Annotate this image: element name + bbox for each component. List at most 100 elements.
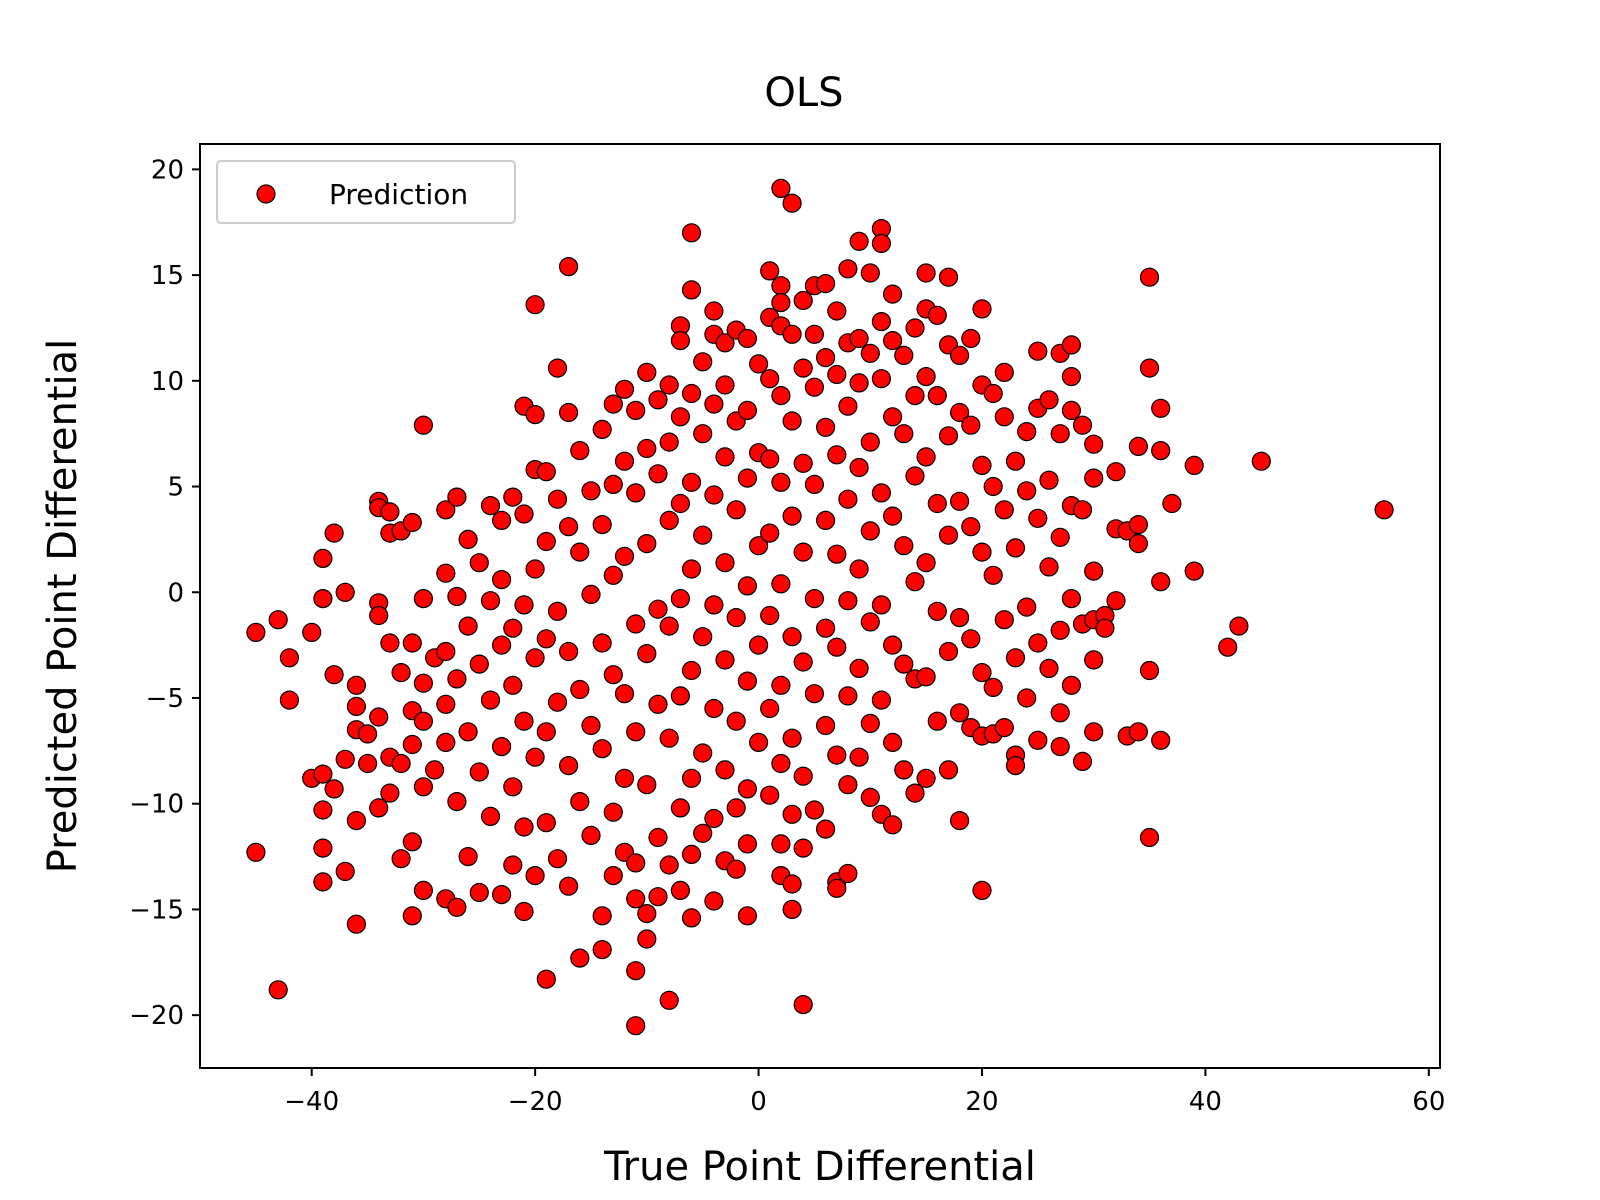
scatter-point — [547, 489, 568, 509]
x-tick-label: 40 — [1189, 1087, 1222, 1117]
scatter-point — [771, 178, 791, 198]
scatter-point — [592, 739, 612, 759]
scatter-point — [626, 722, 646, 742]
scatter-point — [916, 553, 936, 573]
scatter-point — [503, 777, 523, 797]
scatter-point — [614, 684, 635, 704]
scatter-point — [1139, 267, 1160, 287]
scatter-point — [358, 724, 378, 744]
scatter-point — [972, 880, 992, 901]
scatter-point — [413, 777, 433, 797]
scatter-point — [1028, 730, 1048, 750]
scatter-point — [838, 489, 858, 509]
scatter-point — [1039, 557, 1059, 577]
scatter-point — [871, 595, 892, 615]
scatter-point — [492, 884, 512, 905]
scatter-point — [1106, 591, 1126, 611]
scatter-point — [838, 686, 858, 706]
scatter-point — [279, 648, 299, 668]
scatter-point — [726, 798, 746, 818]
scatter-point — [782, 627, 802, 647]
x-tick-label: 60 — [1412, 1087, 1445, 1117]
scatter-point — [581, 825, 601, 846]
y-tick-label: −15 — [129, 895, 184, 925]
scatter-point — [693, 743, 713, 763]
scatter-point — [804, 588, 825, 609]
scatter-point — [782, 899, 802, 920]
scatter-point — [1151, 398, 1171, 418]
scatter-point — [458, 529, 478, 550]
scatter-point — [793, 290, 813, 311]
scatter-point — [704, 698, 724, 719]
scatter-point — [626, 889, 646, 909]
scatter-point — [313, 838, 333, 858]
x-tick-label: 0 — [750, 1087, 767, 1117]
scatter-point — [871, 483, 892, 503]
scatter-point — [492, 736, 512, 757]
chart-title: OLS — [764, 70, 843, 116]
y-axis-label: Predicted Point Differential — [40, 339, 86, 874]
scatter-point — [603, 665, 623, 685]
scatter-point — [447, 669, 467, 689]
scatter-point — [838, 396, 858, 416]
scatter-point — [949, 703, 970, 723]
scatter-point — [681, 660, 702, 681]
scatter-point — [436, 500, 456, 520]
scatter-point — [1184, 561, 1204, 581]
scatter-point — [1061, 367, 1082, 387]
scatter-point — [793, 838, 813, 858]
scatter-point — [525, 865, 545, 886]
scatter-point — [492, 635, 512, 655]
scatter-point — [313, 800, 333, 820]
scatter-point — [592, 633, 612, 653]
y-tick-label: 0 — [167, 578, 184, 608]
scatter-point — [704, 808, 724, 829]
scatter-point — [659, 855, 679, 875]
scatter-point — [480, 591, 501, 611]
scatter-point — [760, 785, 780, 805]
scatter-point — [570, 542, 590, 562]
scatter-point — [871, 369, 892, 389]
scatter-point — [815, 618, 836, 638]
scatter-point — [827, 637, 847, 657]
scatter-point — [771, 293, 791, 313]
scatter-point — [760, 698, 780, 719]
scatter-point — [480, 806, 501, 827]
scatter-point — [760, 369, 780, 389]
scatter-point — [782, 506, 802, 526]
scatter-point — [659, 510, 679, 531]
scatter-point — [603, 865, 623, 886]
scatter-point — [815, 819, 836, 839]
scatter-point — [581, 481, 601, 501]
scatter-point — [346, 914, 366, 934]
scatter-point — [469, 553, 489, 573]
scatter-point — [1128, 722, 1149, 742]
scatter-point — [994, 500, 1014, 520]
scatter-point — [905, 386, 925, 406]
scatter-point — [726, 859, 746, 879]
scatter-point — [927, 601, 947, 621]
scatter-point — [815, 417, 836, 437]
scatter-point — [771, 472, 791, 492]
scatter-point — [268, 980, 288, 1000]
scatter-point — [1151, 730, 1171, 750]
scatter-point — [1229, 616, 1249, 636]
scatter-point — [681, 280, 702, 300]
scatter-point — [871, 233, 892, 253]
scatter-point — [413, 588, 433, 609]
scatter-point — [938, 525, 959, 545]
scatter-point — [525, 648, 545, 668]
scatter-point — [346, 675, 366, 695]
scatter-point — [949, 810, 970, 831]
scatter-point — [793, 358, 813, 378]
scatter-point — [659, 616, 679, 636]
scatter-point — [737, 400, 758, 420]
scatter-point — [558, 876, 579, 896]
scatter-point — [503, 618, 523, 638]
scatter-point — [492, 510, 512, 531]
scatter-point — [916, 447, 936, 467]
scatter-point — [737, 328, 758, 349]
scatter-point — [693, 424, 713, 444]
scatter-point — [1128, 514, 1149, 535]
